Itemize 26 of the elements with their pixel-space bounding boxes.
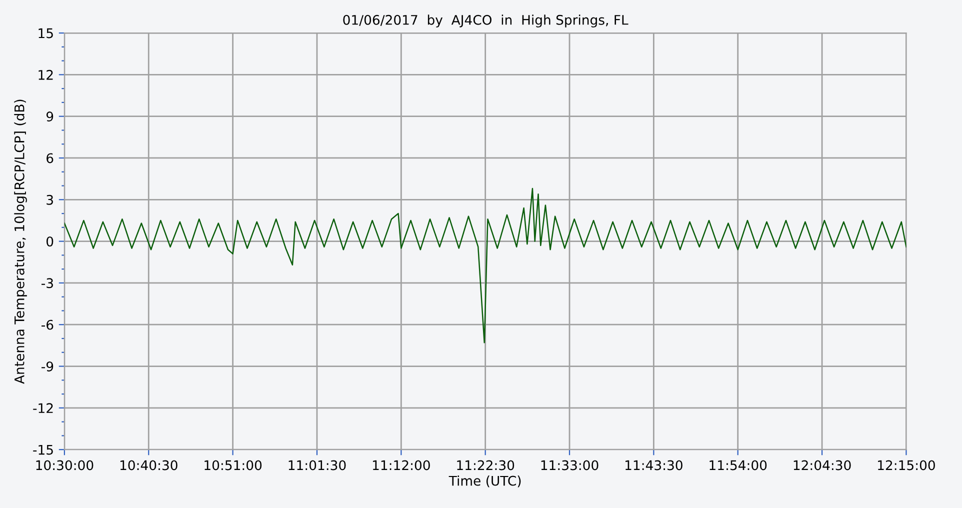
x-tick-label: 10:40:30 bbox=[120, 460, 178, 470]
y-tick-label: -12 bbox=[33, 403, 53, 413]
y-tick-label: -3 bbox=[42, 278, 53, 288]
y-tick-label: 12 bbox=[38, 70, 53, 80]
y-tick-label: 6 bbox=[46, 153, 54, 164]
line-series bbox=[64, 188, 906, 344]
y-tick-label: 0 bbox=[46, 236, 54, 246]
y-tick-label: -9 bbox=[42, 361, 54, 372]
x-tick-label: 11:22:30 bbox=[457, 460, 514, 470]
x-axis-title: Time (UTC) bbox=[448, 476, 521, 488]
x-tick-label: 12:15:00 bbox=[878, 460, 935, 470]
chart-title: 01/06/2017 by AJ4CO in High Springs, FL bbox=[343, 14, 628, 28]
x-tick-label: 11:12:00 bbox=[372, 460, 430, 470]
x-tick-label: 11:54:00 bbox=[710, 460, 767, 470]
y-tick-label: -6 bbox=[42, 320, 54, 330]
y-tick-label: 15 bbox=[38, 28, 53, 38]
y-tick-label: 3 bbox=[46, 194, 53, 205]
x-tick-label: 11:33:00 bbox=[541, 460, 598, 470]
x-tick-label: 11:01:30 bbox=[288, 460, 346, 470]
y-tick-label: 9 bbox=[46, 112, 54, 122]
y-axis-title: Antenna Temperature, 10log[RCP/LCP] (dB) bbox=[14, 100, 27, 384]
x-tick-label: 12:04:30 bbox=[794, 460, 851, 470]
x-tick-label: 11:43:30 bbox=[626, 460, 682, 470]
x-tick-label: 10:30:00 bbox=[36, 460, 94, 470]
y-tick-label: -15 bbox=[33, 444, 53, 455]
x-tick-label: 10:51:00 bbox=[204, 460, 262, 470]
